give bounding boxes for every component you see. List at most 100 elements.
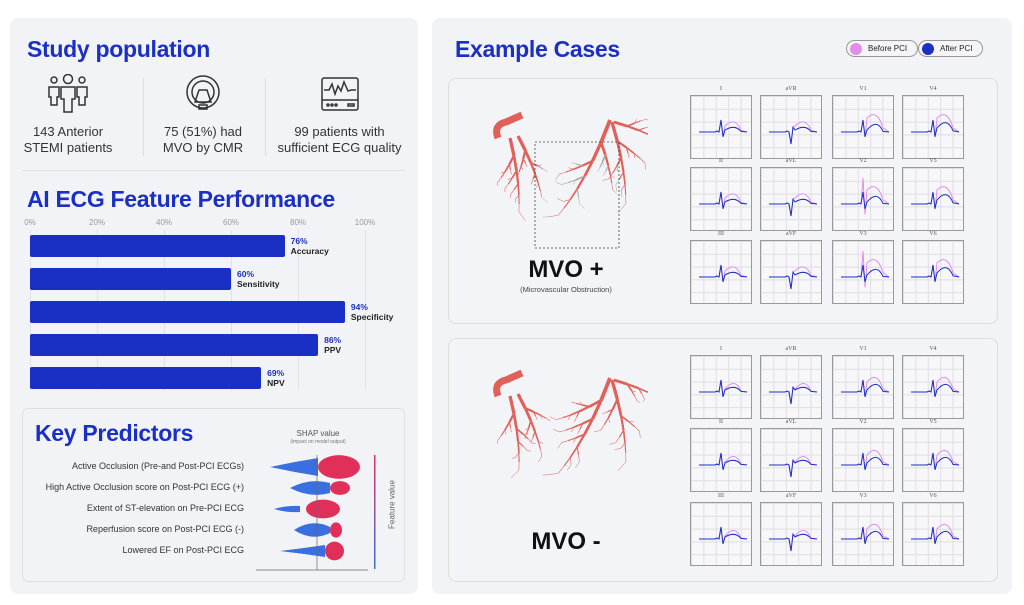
bar-value: 60% xyxy=(237,269,255,279)
trace-after-pci xyxy=(911,264,960,282)
ecg-lead-v2: V2 xyxy=(832,158,894,231)
lead-label: V3 xyxy=(859,493,867,499)
divider xyxy=(22,170,405,171)
lead-label: V1 xyxy=(859,86,867,92)
ecg-monitor-icon xyxy=(272,72,407,116)
trace-after-pci xyxy=(841,264,890,282)
people-icon xyxy=(8,72,128,116)
shap-violin-low xyxy=(270,458,318,476)
ecg-lead-avf: aVF xyxy=(760,231,822,304)
bar-ppv xyxy=(30,334,319,356)
stat-text-2a: 75 (51%) had xyxy=(163,124,243,139)
bar-category: NPV xyxy=(267,378,285,388)
lead-label: V2 xyxy=(859,158,867,164)
trace-after-pci xyxy=(911,119,960,137)
shap-axis-subtitle: (impact on model output) xyxy=(290,439,346,445)
lead-label: V4 xyxy=(929,346,937,352)
axis-tick: 100% xyxy=(354,218,376,227)
ecg-lead-avf: aVF xyxy=(760,493,822,566)
colorbar xyxy=(374,455,376,569)
ecg-lead-v6: V6 xyxy=(902,493,964,566)
before-swatch xyxy=(850,42,862,55)
ecg-lead-v5: V5 xyxy=(902,419,964,492)
ecg-lead-i: I xyxy=(690,86,752,159)
ecg-lead-avl: aVL xyxy=(760,419,822,492)
predictor-label: Extent of ST-elevation on Pre-PCI ECG xyxy=(86,503,244,513)
stat-text-1b: STEMI patients xyxy=(23,140,113,155)
stat-patients: 143 Anterior STEMI patients xyxy=(8,72,128,156)
predictor-label: High Active Occlusion score on Post-PCI … xyxy=(45,482,244,492)
colorbar-label: Feature value xyxy=(387,480,397,529)
bar-sensitivity xyxy=(30,268,231,290)
stat-text-3a: 99 patients with xyxy=(294,124,385,139)
lead-label: II xyxy=(719,419,723,425)
bar-label: 86% PPV xyxy=(324,335,341,355)
bar-label: 69% NPV xyxy=(267,368,284,388)
performance-title: AI ECG Feature Performance xyxy=(27,186,335,212)
ecg-lead-v3: V3 xyxy=(832,493,894,566)
trace-before-pci xyxy=(769,121,818,145)
mri-scanner-icon xyxy=(143,72,263,116)
lead-label: aVL xyxy=(785,158,797,164)
trace-after-pci xyxy=(699,264,748,282)
lead-label: V4 xyxy=(929,86,937,92)
ecg-lead-avl: aVL xyxy=(760,158,822,231)
lead-label: aVF xyxy=(785,231,797,237)
lead-label: I xyxy=(720,86,722,92)
ecg-lead-ii: II xyxy=(690,158,752,231)
trace-before-pci xyxy=(769,193,818,217)
predictor-label: Active Occlusion (Pre-and Post-PCI ECGs) xyxy=(71,461,244,471)
lead-label: II xyxy=(719,158,723,164)
shap-violin-high xyxy=(325,541,344,561)
legend-after-pci: After PCI xyxy=(918,40,984,57)
bar-category: PPV xyxy=(324,345,342,355)
ecg-lead-v4: V4 xyxy=(902,86,964,159)
axis-tick: 0% xyxy=(24,218,36,227)
legend-label: Before PCI xyxy=(868,44,908,53)
study-title: Study population xyxy=(27,36,211,62)
lead-label: V6 xyxy=(929,231,937,237)
legend-label: After PCI xyxy=(940,44,973,53)
ecg-lead-iii: III xyxy=(690,231,752,304)
trace-after-pci xyxy=(699,526,748,544)
lead-label: aVR xyxy=(785,346,797,352)
trace-after-pci xyxy=(911,379,960,397)
ecg-lead-v3: V3 xyxy=(832,231,894,304)
divider xyxy=(265,78,266,156)
mvo-negative-label: MVO - xyxy=(531,528,601,555)
trace-after-pci xyxy=(841,119,890,137)
trace-after-pci xyxy=(699,191,748,209)
stat-text-2b: MVO by CMR xyxy=(162,140,244,155)
predictor-label: Lowered EF on Post-PCI ECG xyxy=(122,545,244,555)
trace-after-pci xyxy=(911,191,960,209)
bar-value: 69% xyxy=(267,368,285,378)
shap-violin-low xyxy=(290,481,330,495)
ecg-lead-iii: III xyxy=(690,493,752,566)
lead-label: V6 xyxy=(929,493,937,499)
trace-after-pci xyxy=(911,526,960,544)
after-swatch xyxy=(922,42,934,55)
predictors-box xyxy=(22,408,405,582)
trace-after-pci xyxy=(911,452,960,470)
bar-npv xyxy=(30,367,262,389)
divider xyxy=(143,78,144,156)
bar-category: Specificity xyxy=(350,312,394,322)
trace-after-pci xyxy=(841,191,890,209)
ecg-lead-v2: V2 xyxy=(832,419,894,492)
trace-after-pci xyxy=(699,452,748,470)
mvo-positive-sublabel: (Microvascular Obstruction) xyxy=(520,285,612,294)
ecg-lead-avr: aVR xyxy=(760,86,822,159)
stat-mvo: 75 (51%) had MVO by CMR xyxy=(143,72,263,156)
axis-tick: 60% xyxy=(222,218,240,227)
shap-violin-low xyxy=(294,523,330,537)
bar-accuracy xyxy=(30,235,285,257)
stat-text-3b: sufficient ECG quality xyxy=(277,140,402,155)
trace-after-pci xyxy=(841,452,890,470)
legend-before-pci: Before PCI xyxy=(846,40,919,57)
lead-label: III xyxy=(718,493,724,499)
shap-violin-high xyxy=(306,499,340,519)
trace-after-pci xyxy=(841,379,890,397)
axis-tick: 40% xyxy=(155,218,173,227)
ecg-lead-v5: V5 xyxy=(902,158,964,231)
bar-specificity xyxy=(30,301,345,323)
